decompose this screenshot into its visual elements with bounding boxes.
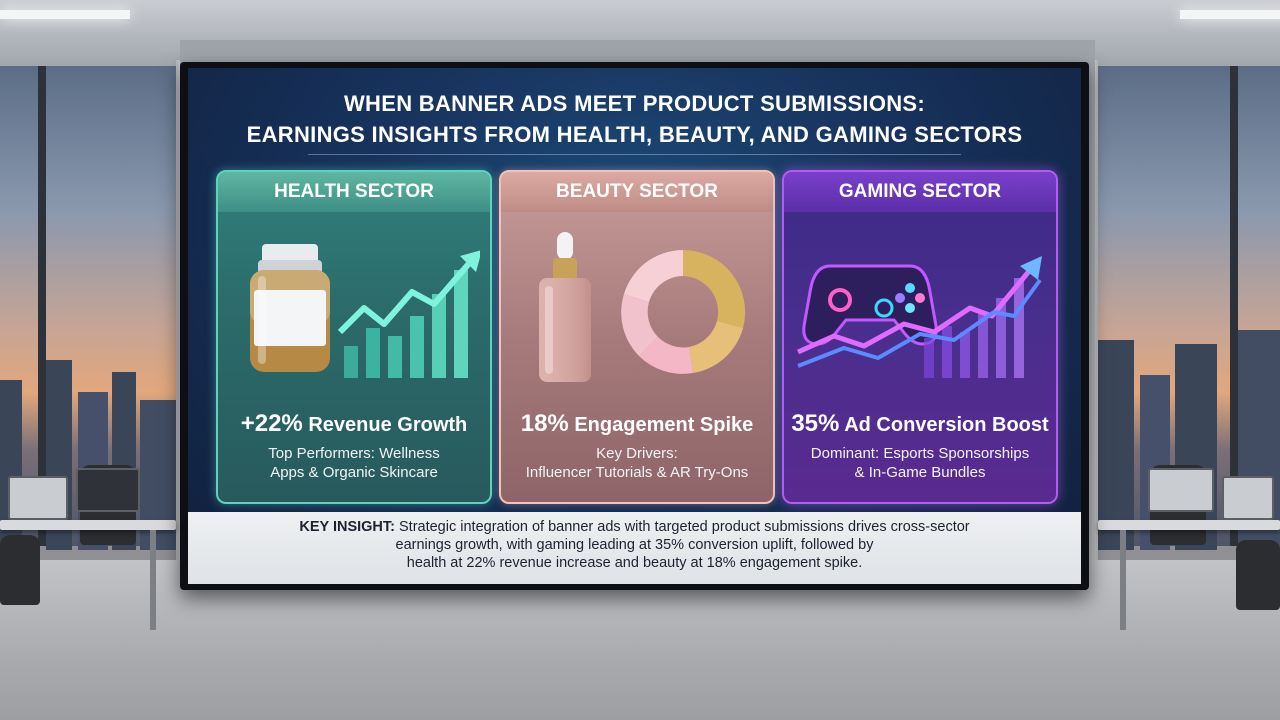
card-heading: GAMING SECTOR [784,172,1056,212]
growth-bar-chart-icon [337,250,482,378]
health-illustration [228,220,482,390]
health-sector-card: HEALTH SECTOR [216,170,492,504]
metric-value: +22% [240,410,303,437]
metric-line: 18% Engagement Spike [501,410,773,438]
serum-dropper-bottle-icon [539,232,591,382]
growth-trend-icon [796,256,1042,378]
metric-value: 35% [791,410,840,437]
card-subtext: Key Drivers: Influencer Tutorials & AR T… [511,444,763,482]
key-insight-line-3: health at 22% revenue increase and beaut… [406,555,863,571]
window-mullion [1230,66,1238,546]
metric-line: 35% Ad Conversion Boost [784,410,1056,438]
donut-chart-icon [621,249,746,374]
beauty-sector-card: BEAUTY SECTOR [499,170,775,504]
title-line-1: WHEN BANNER ADS MEET PRODUCT SUBMISSIONS… [343,91,926,116]
metric-label: Revenue Growth [308,414,468,436]
subtext-line-1: Dominant: Esports Sponsorships [810,445,1030,462]
title-line-2: EARNINGS INSIGHTS FROM HEALTH, BEAUTY, A… [246,122,1023,147]
infographic-display: WHEN BANNER ADS MEET PRODUCT SUBMISSIONS… [188,68,1081,584]
key-insight-banner: KEY INSIGHT: Strategic integration of ba… [188,512,1081,584]
metric-label: Ad Conversion Boost [844,414,1049,436]
subtext-line-1: Key Drivers: [596,445,678,462]
subtext-line-1: Top Performers: Wellness [268,445,440,462]
card-subtext: Top Performers: Wellness Apps & Organic … [228,444,480,482]
key-insight-label: KEY INSIGHT: [299,519,395,535]
subtext-line-2: & In-Game Bundles [854,464,986,481]
gaming-illustration [794,220,1046,390]
title-divider [308,154,961,155]
card-heading: BEAUTY SECTOR [501,172,773,212]
beauty-illustration [511,220,763,390]
wall-display-frame: WHEN BANNER ADS MEET PRODUCT SUBMISSIONS… [180,62,1089,590]
ceiling-light [0,10,130,19]
subtext-line-2: Influencer Tutorials & AR Try-Ons [525,464,749,481]
subtext-line-2: Apps & Organic Skincare [270,464,438,481]
card-heading: HEALTH SECTOR [218,172,490,212]
metric-label: Engagement Spike [574,414,754,436]
window-mullion [38,66,46,546]
key-insight-line-2: earnings growth, with gaming leading at … [395,537,874,553]
infographic-title: WHEN BANNER ADS MEET PRODUCT SUBMISSIONS… [188,88,1081,150]
card-subtext: Dominant: Esports Sponsorships & In-Game… [794,444,1046,482]
metric-value: 18% [520,410,569,437]
gaming-sector-card: GAMING SECTOR [782,170,1058,504]
metric-line: +22% Revenue Growth [218,410,490,438]
key-insight-line-1: Strategic integration of banner ads with… [399,519,970,535]
ceiling-light [1180,10,1280,19]
game-controller-icon [802,264,938,346]
supplement-bottle-icon [250,244,330,372]
